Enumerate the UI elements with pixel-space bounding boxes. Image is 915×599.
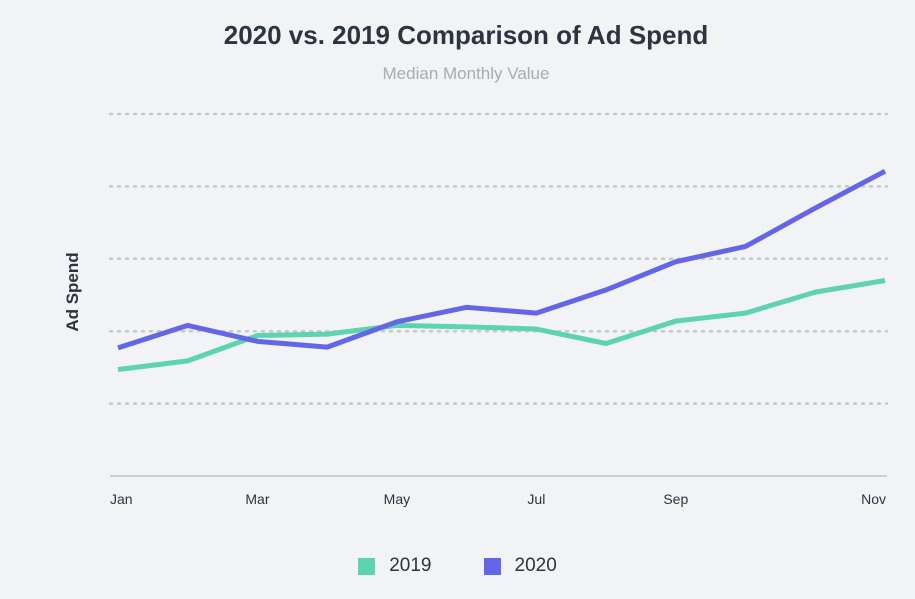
x-tick-label: Nov (861, 491, 886, 507)
series-lines (117, 168, 887, 373)
series-line-2019 (117, 278, 886, 373)
legend-label-2020: 2020 (514, 555, 557, 576)
chart-subtitle: Median Monthly Value (382, 64, 550, 83)
legend-swatch-2019 (358, 557, 376, 575)
x-tick-label: Jul (527, 491, 545, 507)
x-axis-ticks: Jan Mar May Jul Sep Nov (110, 491, 886, 507)
legend-item-2020: 2020 (483, 555, 557, 577)
chart-title: 2020 vs. 2019 Comparison of Ad Spend (223, 20, 709, 50)
gridlines (108, 112, 889, 477)
legend-label-2019: 2019 (389, 555, 432, 576)
x-tick-label: Sep (663, 491, 688, 507)
x-tick-label: Jan (110, 491, 133, 507)
legend: 2019 2020 (0, 555, 915, 577)
legend-item-2019: 2019 (358, 555, 432, 577)
x-tick-label: Mar (245, 491, 269, 507)
x-tick-label: May (384, 491, 410, 507)
legend-swatch-2020 (483, 557, 501, 575)
series-line-2020 (117, 168, 887, 351)
